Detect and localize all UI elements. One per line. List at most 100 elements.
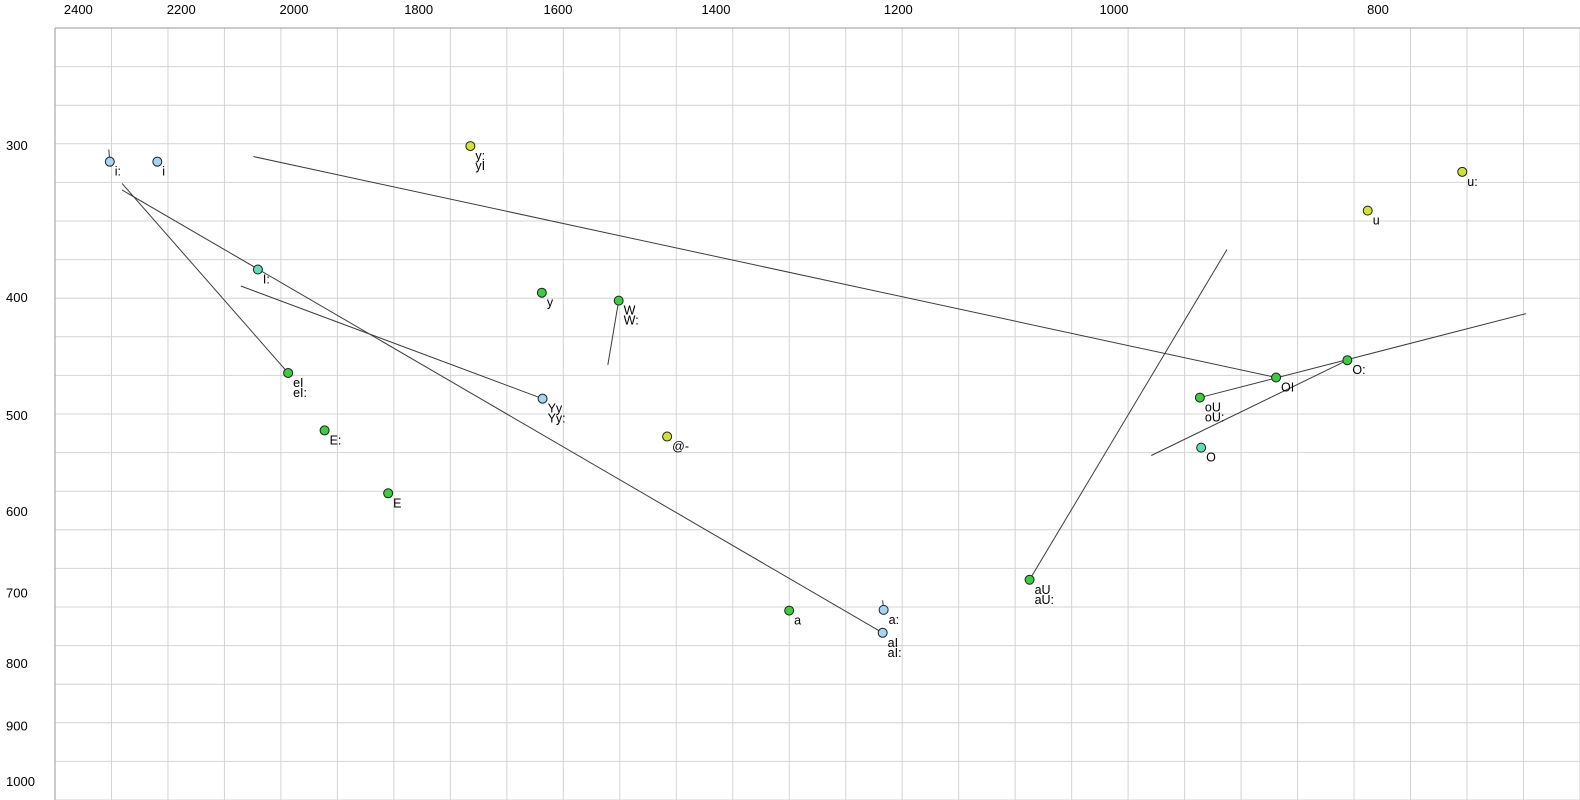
x-tick-label: 1800 [404,2,433,17]
data-point-u:: u: [1457,166,1478,189]
point-label-E:: E: [330,433,342,447]
x-tick-label: 2000 [280,2,309,17]
data-point-O:: O: [1342,355,1366,377]
x-tick-label: 1200 [884,2,913,17]
point-marker-I: [252,264,263,275]
point-label-a:: a: [889,613,899,627]
data-point-W: WW: [613,295,639,328]
point-label-oU: oU [1205,401,1221,415]
point-label-O: O [1206,451,1216,465]
x-tick-label: 2200 [167,2,196,17]
point-label-i:: i: [115,165,121,179]
point-label-u:: u: [1467,175,1477,189]
point-label-E: E [393,496,401,510]
point-label-Yy: Yy [548,402,563,416]
point-marker-y [536,287,547,298]
point-label-O:: O: [1352,363,1365,377]
data-point-y:: y:yI [465,141,485,173]
point-label-W: W [624,304,636,318]
x-tick-label: 1400 [702,2,731,17]
trajectory-line-eI-glide [121,183,289,374]
data-point-i: i [152,156,165,179]
point-label-y:: y: [475,149,485,163]
point-marker-aU [1024,574,1035,585]
point-label-eI:: eI: [293,386,307,400]
y-tick-label: 500 [6,408,28,423]
point-marker-a [784,605,795,616]
point-marker-W [613,295,624,306]
point-marker-eI [283,367,294,378]
gridlines [54,27,1580,800]
x-tick-label: 1600 [544,2,573,17]
data-point-@-: @- [662,431,689,454]
data-point-i:: i: [104,156,121,179]
point-label-W:: W: [624,314,639,328]
point-marker-y: [465,141,476,152]
trajectory-line-oU-glide [1199,313,1527,399]
trajectory-line-W-glide [607,300,620,365]
x-tick-label: 1000 [1100,2,1129,17]
y-tick-label: 800 [6,656,28,671]
y-tick-label: 700 [6,586,28,601]
point-marker-oU [1194,392,1205,403]
point-label-aI:: aI: [888,646,902,660]
x-tick-label: 2400 [64,2,93,17]
trajectory-line-O-glide [1151,359,1348,456]
point-label-aU:: aU: [1035,593,1054,607]
point-marker-i [152,156,163,167]
y-tick-label: 1000 [6,774,35,789]
point-label-oU:: oU: [1205,411,1224,425]
trajectory-line-OI-glide [253,156,1277,379]
point-label-aI: aI [888,636,898,650]
y-axis-tick-labels: 300 400 500 600 700 800 900 1000 [6,138,35,789]
y-tick-label: 900 [6,718,28,733]
trajectory-lines [108,149,1527,634]
x-axis-tick-labels: 2400 2200 2000 1800 1600 1400 1200 1000 800 [64,2,1389,17]
point-label-Yy:: Yy: [548,412,566,426]
point-marker-E [383,488,394,499]
point-marker-aI [877,627,888,638]
point-label-u: u [1373,214,1380,228]
point-label-a: a [794,614,801,628]
data-point-I:: I: [252,264,270,287]
axis-border [54,27,1580,800]
point-marker-u [1362,205,1373,216]
data-point-OI: OI [1271,372,1294,395]
point-label-yI: yI [475,159,485,173]
trajectory-line-aI-glide [121,189,883,634]
data-point-a:: a: [878,604,899,627]
data-point-E:: E: [319,425,342,447]
point-label-aU: aU [1035,583,1051,597]
point-marker-OI [1271,372,1282,383]
data-point-u: u [1362,205,1380,228]
point-label-y: y [547,296,554,310]
point-marker-Yy [537,393,548,404]
data-point-y: y [536,287,554,310]
trajectory-line-Yy-glide [240,285,543,400]
point-marker-O [1196,442,1207,453]
point-marker-E: [319,425,330,436]
y-tick-label: 400 [6,290,28,305]
point-label-i: i [162,165,165,179]
point-label-I:: I: [263,273,270,287]
point-marker-u: [1457,166,1468,177]
data-point-E: E [383,488,402,510]
point-label-@-: @- [672,440,689,454]
point-marker-i: [104,156,115,167]
x-tick-label: 800 [1367,2,1389,17]
data-point-O: O [1196,442,1216,465]
point-label-OI: OI [1281,381,1294,395]
y-tick-label: 600 [6,504,28,519]
point-label-eI: eI [293,376,303,390]
y-tick-label: 300 [6,138,28,153]
data-point-a: a [784,605,801,628]
point-marker-a: [878,604,889,615]
point-marker-@- [662,431,673,442]
